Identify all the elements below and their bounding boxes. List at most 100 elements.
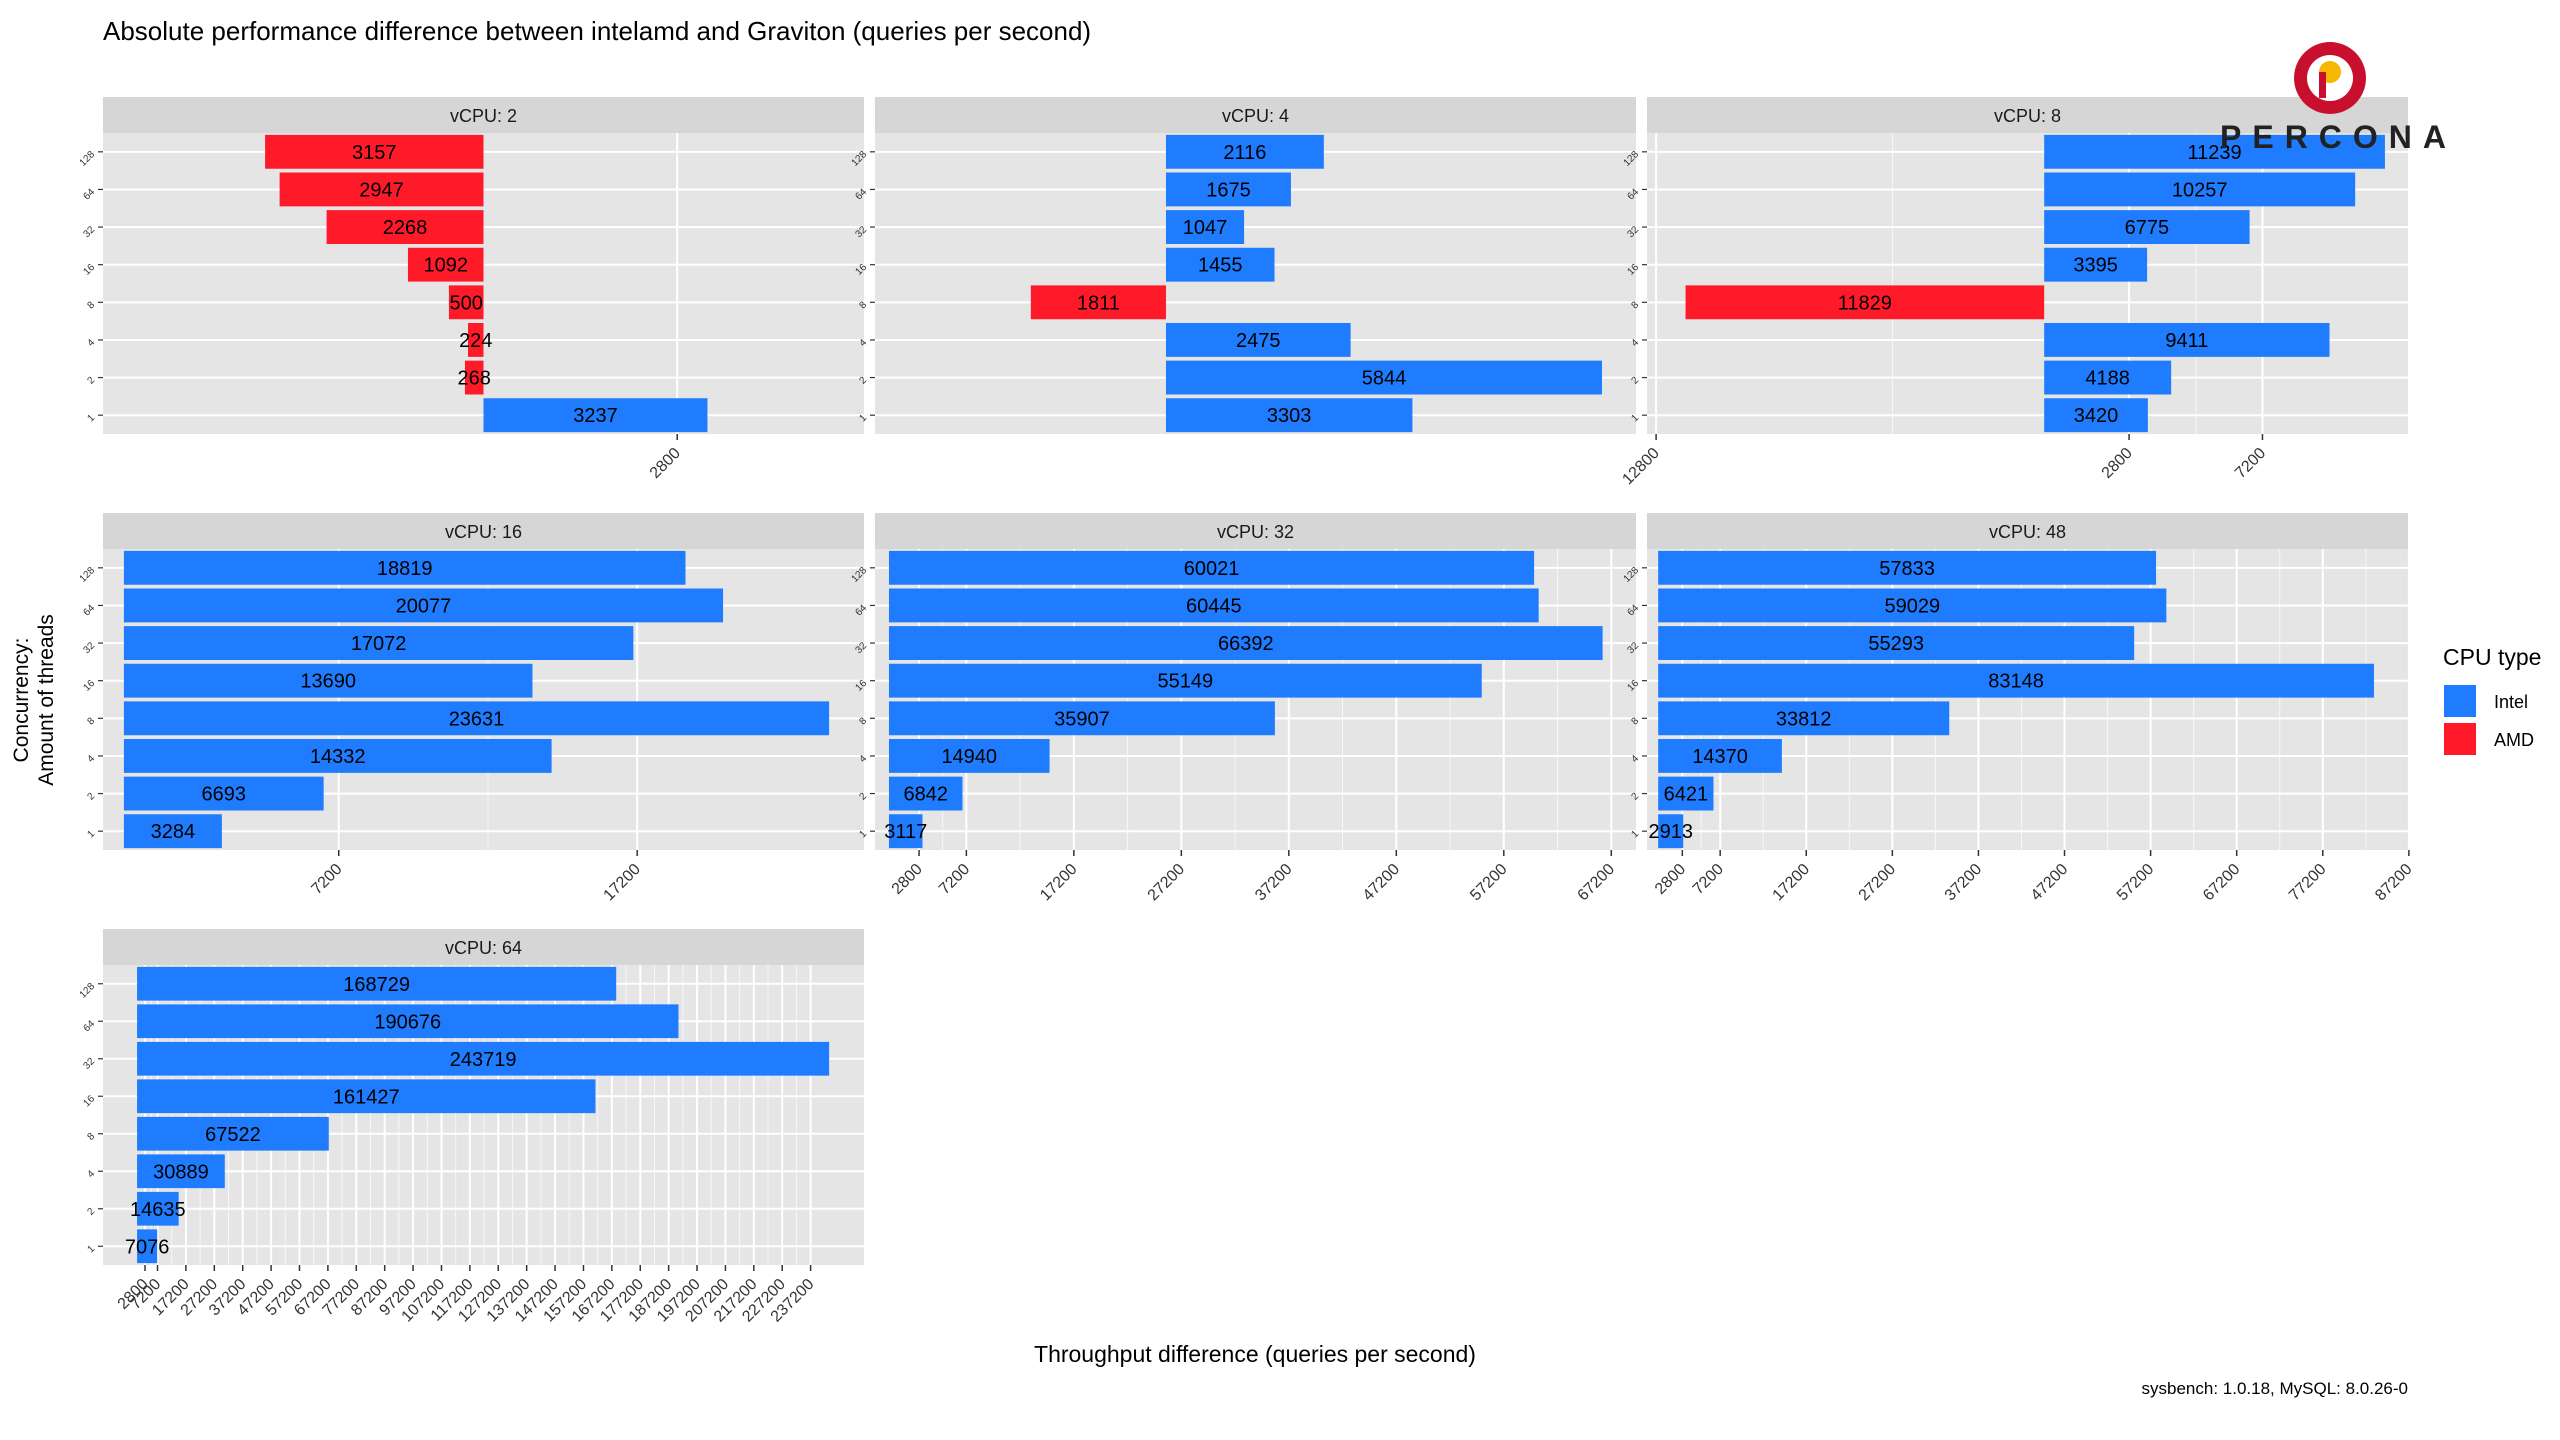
x-tick-label: 57200 — [1467, 861, 1511, 905]
y-tick-label: 32 — [81, 640, 97, 656]
bar — [407, 247, 484, 282]
bar-value-label: 3237 — [573, 405, 618, 427]
bar-value-label: 6693 — [202, 784, 247, 806]
bar — [123, 814, 222, 849]
x-tick-label: 47200 — [1360, 861, 1404, 905]
x-tick-label: 67200 — [1575, 861, 1619, 905]
bar-value-label: 2913 — [1648, 821, 1693, 843]
bar-value-label: 3157 — [352, 142, 397, 164]
bar-value-label: 5844 — [1362, 368, 1407, 390]
x-tick-label: 7200 — [1690, 861, 1727, 898]
bar-value-label: 13690 — [300, 671, 356, 693]
y-tick-label: 16 — [81, 678, 97, 694]
bar-value-label: 3303 — [1267, 405, 1312, 427]
bar — [2044, 210, 2250, 244]
bar — [1658, 701, 1950, 736]
y-tick-label: 4 — [85, 753, 97, 765]
bar-value-label: 7076 — [125, 1236, 170, 1258]
facet-strip — [875, 97, 1636, 133]
bar — [888, 776, 963, 811]
y-tick-label: 64 — [81, 602, 97, 618]
bar — [1658, 550, 2157, 585]
facet-strip-label: vCPU: 32 — [1217, 522, 1294, 542]
y-tick-label: 8 — [85, 715, 97, 727]
bar-value-label: 1811 — [1077, 292, 1120, 314]
facet-panel: vCPU: 16 7200 17200 1 2 4 8 16 32 64 128 3284 6693 14… — [78, 513, 864, 904]
bar — [888, 739, 1050, 773]
bar — [123, 739, 552, 773]
bar — [1658, 588, 2167, 623]
bar — [888, 663, 1482, 698]
bar — [137, 966, 617, 1001]
x-tick-label: 37200 — [1942, 861, 1986, 905]
bar-value-label: 57833 — [1879, 558, 1935, 580]
bar-value-label: 190676 — [374, 1011, 441, 1033]
bar-value-label: 3420 — [2074, 405, 2119, 427]
bar — [1658, 626, 2135, 660]
bar-value-label: 4188 — [2085, 368, 2130, 390]
y-tick-label: 128 — [78, 565, 98, 585]
facet-strip-label: vCPU: 16 — [445, 522, 522, 542]
bar-value-label: 243719 — [450, 1049, 517, 1071]
x-tick-label: 67200 — [2200, 861, 2244, 905]
facet-strip — [103, 97, 864, 133]
chart-title: Absolute performance difference between … — [103, 16, 1091, 46]
y-tick-label: 16 — [81, 262, 97, 278]
bar-value-label: 33812 — [1776, 708, 1832, 730]
y-axis-title-line1: Concurrency: — [10, 638, 33, 763]
bar — [137, 1079, 596, 1114]
bar — [1658, 814, 1684, 849]
facet-panel: vCPU: 48 2800 7200 17200 27200 37200 47200 5720… — [1622, 513, 2416, 904]
x-tick-label: 7200 — [308, 861, 345, 898]
bar — [1030, 285, 1166, 320]
bar-value-label: 168729 — [343, 974, 410, 996]
facet-panel: vCPU: 2 2800 1 2 4 8 16 32 64 128 3237 268 224 500 109… — [78, 97, 864, 482]
y-tick-label: 64 — [81, 1018, 97, 1034]
bar — [137, 1116, 329, 1151]
bar — [1165, 398, 1413, 433]
facet-strip — [1647, 97, 2408, 133]
bar — [137, 1154, 225, 1189]
bar — [2044, 323, 2330, 357]
bar — [137, 1191, 179, 1226]
bar — [483, 398, 708, 433]
percona-logo: PERCONA — [2220, 42, 2446, 155]
x-tick-label: 2800 — [889, 861, 926, 898]
facet-strip-label: vCPU: 4 — [1222, 106, 1289, 126]
bar — [326, 210, 484, 244]
bar-value-label: 3395 — [2073, 255, 2118, 277]
bar-value-label: 10257 — [2172, 179, 2228, 201]
y-tick-label: 1 — [85, 412, 97, 424]
y-tick-label: 128 — [78, 149, 98, 169]
bar-value-label: 60445 — [1186, 595, 1242, 617]
bar — [888, 701, 1275, 736]
y-axis-title-line2: Amount of threads — [35, 614, 58, 786]
bar — [2044, 134, 2385, 169]
bar — [123, 626, 634, 660]
bar — [1165, 172, 1291, 207]
bar-value-label: 83148 — [1988, 671, 2044, 693]
x-tick-label: 17200 — [1037, 861, 1081, 905]
y-tick-label: 8 — [85, 1131, 97, 1143]
bar-value-label: 66392 — [1218, 633, 1274, 655]
y-tick-label: 32 — [81, 224, 97, 240]
y-tick-label: 2 — [85, 375, 97, 387]
bar — [1165, 134, 1324, 169]
facet-strip — [103, 929, 864, 965]
bar — [1658, 739, 1782, 773]
bar — [265, 134, 484, 169]
bar — [468, 323, 484, 357]
x-tick-label: 27200 — [1145, 861, 1189, 905]
bar-value-label: 30889 — [153, 1161, 209, 1183]
bar-value-label: 35907 — [1054, 708, 1110, 730]
x-tick-label: 17200 — [1770, 861, 1814, 905]
facet-strip-label: vCPU: 48 — [1989, 522, 2066, 542]
bar — [123, 701, 830, 736]
bar-value-label: 3117 — [884, 821, 927, 843]
y-tick-label: 1 — [85, 1243, 97, 1255]
x-tick-label: 17200 — [601, 861, 645, 905]
y-tick-label: 2 — [85, 1206, 97, 1218]
x-tick-label: 27200 — [1856, 861, 1900, 905]
bar — [123, 550, 686, 585]
